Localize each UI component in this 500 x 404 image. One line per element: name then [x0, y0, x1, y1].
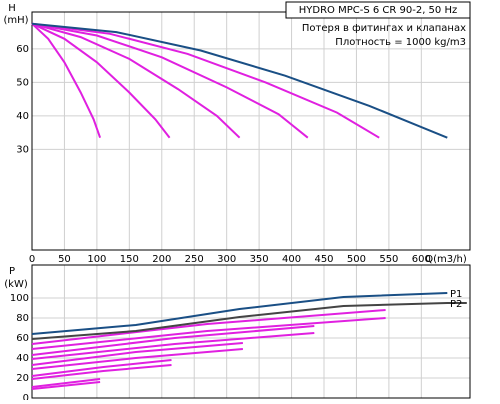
curve	[31, 359, 172, 377]
curve	[31, 378, 101, 388]
top-frame	[31, 11, 471, 251]
x-tick-label: 350	[250, 254, 269, 265]
legend-label: P1	[450, 289, 462, 300]
x-tick-label: 100	[87, 254, 106, 265]
x-tick-label: 550	[379, 254, 398, 265]
curve	[31, 348, 243, 370]
curve	[31, 22, 171, 139]
x-tick-label: 250	[185, 254, 204, 265]
x-tick-label: 300	[217, 254, 236, 265]
y-tick-label: 40	[16, 353, 29, 364]
bottom-frame	[31, 264, 471, 399]
x-tick-label: 500	[347, 254, 366, 265]
x-tick-label: 200	[152, 254, 171, 265]
y-tick-label: 20	[16, 373, 29, 384]
curve	[31, 22, 380, 139]
x-tick-label: 600	[412, 254, 431, 265]
y-tick-label: 80	[16, 313, 29, 324]
y-tick-label: 0	[23, 393, 29, 400]
y-tick-label: 50	[16, 77, 29, 88]
curve	[31, 22, 241, 139]
curve	[31, 381, 101, 390]
y-tick-label: 60	[16, 44, 29, 55]
legend-label: P2	[450, 299, 462, 310]
curve	[31, 332, 315, 360]
y-tick-label: 60	[16, 333, 29, 344]
y-tick-label: 40	[16, 111, 29, 122]
y-tick-label: 30	[16, 144, 29, 155]
curve	[31, 22, 309, 139]
y-axis-label: H	[8, 3, 16, 14]
curve	[31, 302, 467, 340]
annotation: Плотность = 1000 kg/m3	[335, 37, 466, 48]
y-axis-unit: (kW)	[4, 279, 28, 290]
curve	[31, 342, 243, 366]
y-axis-unit: (mH)	[3, 15, 28, 26]
curve	[31, 364, 172, 380]
title-box	[285, 1, 471, 19]
x-tick-label: 400	[282, 254, 301, 265]
x-tick-label: 50	[58, 254, 71, 265]
annotation: Потеря в фитингах и клапанах	[302, 23, 466, 34]
curve	[31, 22, 102, 139]
x-tick-label: 450	[314, 254, 333, 265]
curve	[31, 317, 386, 350]
curve	[31, 292, 448, 335]
x-tick-label: 150	[120, 254, 139, 265]
x-tick-label: 0	[29, 254, 35, 265]
x-axis-label: Q(m3/h)	[425, 254, 467, 265]
y-tick-label: 100	[10, 293, 29, 304]
y-axis-label: P	[9, 266, 15, 277]
curve	[31, 22, 448, 139]
curve	[31, 309, 386, 345]
curve	[31, 325, 315, 356]
chart-title: HYDRO MPC-S 6 CR 90-2, 50 Hz	[299, 5, 457, 16]
